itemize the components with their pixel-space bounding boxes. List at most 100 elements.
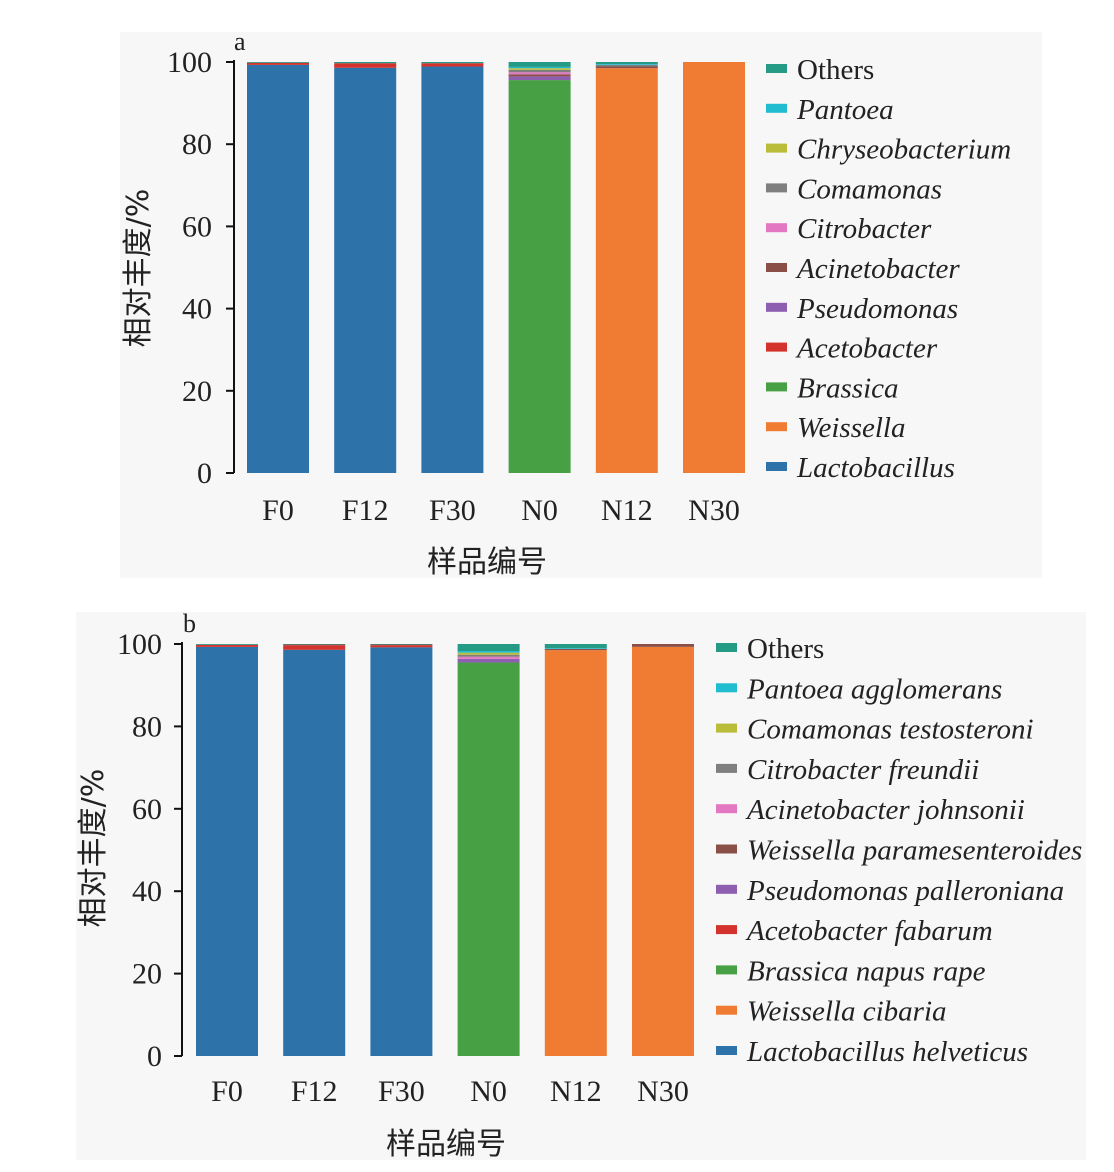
panel-a-x-tick-label: N0 xyxy=(521,494,558,527)
panel-b-bar-segment-N12-10 xyxy=(544,644,607,649)
panel-a-legend-swatch xyxy=(766,223,787,233)
panel-a-y-tick-label: 40 xyxy=(182,293,212,326)
panel-b-bar-segment-N0-9 xyxy=(457,651,520,653)
panel-a: a 相对丰度/% 样品编号 0 20 40 60 80 100 F0 F12 F30 N0 N12… xyxy=(121,27,1011,580)
panel-a-bar-segment-F30-3 xyxy=(421,63,484,67)
panel-a-bar-segment-N0-5 xyxy=(508,74,571,77)
panel-a-legend-swatch xyxy=(766,382,787,392)
panel-a-x-tick-label: N30 xyxy=(688,494,740,527)
panel-a-legend-swatch xyxy=(766,302,787,312)
panel-a-x-tick-label: F12 xyxy=(342,494,389,527)
panel-b-x-tick-label: F0 xyxy=(211,1075,243,1108)
panel-b: b 相对丰度/% 样品编号 0 20 40 60 80 100 F0 F12 F30 N0 N12… xyxy=(76,609,1082,1162)
panel-b-y-tick-label: 100 xyxy=(117,628,162,661)
panel-a-bar-segment-F30-0 xyxy=(421,66,484,473)
panel-a-legend-swatch xyxy=(766,263,787,272)
panel-a-bar-segment-N12-9 xyxy=(595,64,658,65)
panel-b-legend-label: Pantoea agglomerans xyxy=(746,673,1002,705)
panel-b-bar-segment-N0-4 xyxy=(457,658,520,663)
panel-b-bar-segment-F12-10 xyxy=(283,644,346,645)
panel-b-bar-segment-F30-10 xyxy=(370,644,433,645)
panel-a-y-tick-label: 0 xyxy=(197,457,212,490)
panel-b-bar-segment-N12-1 xyxy=(544,650,607,1056)
panel-b-bar-segment-N30-5 xyxy=(632,644,694,647)
panel-b-bar-segment-F12-0 xyxy=(283,649,346,1056)
panel-a-bar-segment-N0-9 xyxy=(508,66,571,69)
panel-b-bar-segment-F12-3 xyxy=(283,645,346,650)
panel-a-legend-label: Pantoea xyxy=(796,94,894,126)
panel-b-legend-swatch xyxy=(716,723,737,733)
panel-a-legend-label: Brassica xyxy=(797,372,899,404)
panel-b-bar-segment-F30-3 xyxy=(370,645,433,648)
panel-a-bar-segment-N0-2 xyxy=(508,80,571,474)
panel-b-bar-segment-N30-1 xyxy=(632,646,694,1056)
panel-b-bar-segment-N0-10 xyxy=(457,644,520,652)
panel-b-legend-swatch xyxy=(716,804,737,814)
panel-b-y-axis-title: 相对丰度/% xyxy=(76,769,111,928)
panel-b-y-tick-label: 60 xyxy=(132,793,162,826)
panel-b-y-tick-label: 20 xyxy=(132,958,162,991)
panel-b-legend-swatch xyxy=(716,925,737,935)
panel-a-bar-segment-N0-7 xyxy=(508,69,571,73)
panel-b-letter: b xyxy=(183,609,196,638)
panel-b-legend-swatch xyxy=(716,643,737,652)
panel-b-legend-swatch xyxy=(716,1046,737,1055)
panel-a-bar-segment-N12-10 xyxy=(595,62,658,65)
panel-b-x-tick-label: N30 xyxy=(637,1075,689,1108)
panel-a-legend-swatch xyxy=(766,422,787,432)
panel-b-y-tick-label: 80 xyxy=(132,710,162,743)
panel-a-bar-segment-N12-7 xyxy=(595,64,658,67)
panel-b-bar-segment-N0-6 xyxy=(457,656,520,659)
panel-a-y-tick-label: 80 xyxy=(182,128,212,161)
panel-a-bar-segment-N30-1 xyxy=(683,62,745,473)
panel-b-legend-label: Lactobacillus helveticus xyxy=(746,1036,1028,1068)
panel-a-legend-swatch xyxy=(766,183,787,193)
panel-a-y-tick-label: 100 xyxy=(167,46,212,79)
panel-b-legend-label: Brassica napus rape xyxy=(747,955,986,987)
panel-a-letter: a xyxy=(234,27,246,56)
panel-b-bar-segment-F0-10 xyxy=(196,644,258,645)
panel-b-legend-label: Others xyxy=(747,633,824,665)
panel-b-bar-segment-F30-0 xyxy=(370,647,433,1056)
panel-b-bar-segment-N0-8 xyxy=(457,652,520,655)
panel-b-x-axis-title: 样品编号 xyxy=(386,1127,506,1162)
panel-b-bar-segment-F0-3 xyxy=(196,644,258,647)
panel-a-x-tick-label: F0 xyxy=(262,494,294,527)
panel-b-legend-label: Citrobacter freundii xyxy=(747,754,979,786)
panel-a-x-axis-title: 样品编号 xyxy=(427,545,547,580)
panel-a-legend-label: Weissella xyxy=(797,412,905,444)
panel-b-legend-swatch xyxy=(716,763,737,773)
panel-b-legend-label: Weissella cibaria xyxy=(747,996,947,1028)
panel-b-legend-swatch xyxy=(716,965,737,975)
panel-a-legend-label: Acetobacter xyxy=(795,333,938,365)
panel-b-legend-label: Comamonas testosteroni xyxy=(747,714,1034,746)
panel-b-bar-segment-N12-9 xyxy=(544,648,607,649)
panel-a-x-tick-label: N12 xyxy=(601,494,653,527)
panel-a-bar-segment-N0-4 xyxy=(508,76,571,81)
panel-a-legend-label: Others xyxy=(797,54,874,86)
panel-b-bar-segment-N12-5 xyxy=(544,648,607,651)
panel-a-legend-label: Chryseobacterium xyxy=(797,134,1011,166)
panel-a-bar-segment-F12-3 xyxy=(334,63,397,68)
panel-a-legend-label: Acinetobacter xyxy=(795,253,960,285)
panel-a-bar-segment-F12-10 xyxy=(334,62,397,64)
panel-b-y-tick-label: 0 xyxy=(147,1040,162,1073)
panel-a-legend-swatch xyxy=(766,64,787,73)
panel-b-legend-swatch xyxy=(716,1005,737,1015)
panel-a-bar-segment-N0-10 xyxy=(508,62,571,67)
panel-a-y-tick-label: 60 xyxy=(182,210,212,243)
panel-b-legend-label: Acinetobacter johnsonii xyxy=(745,794,1025,826)
panel-b-bar-segment-F12-5 xyxy=(283,644,346,646)
panel-a-bar-segment-N0-6 xyxy=(508,72,571,75)
panel-a-legend-swatch xyxy=(766,462,787,471)
panel-a-legend-swatch xyxy=(766,103,787,113)
panel-a-bar-segment-N12-5 xyxy=(595,66,658,69)
panel-b-legend-swatch xyxy=(716,884,737,894)
panel-b-legend-label: Pseudomonas palleroniana xyxy=(746,875,1064,907)
panel-b-legend-label: Weissella paramesenteroides xyxy=(747,835,1082,867)
panel-b-x-tick-label: N0 xyxy=(470,1075,507,1108)
panel-a-legend-label: Pseudomonas xyxy=(796,293,958,325)
panel-b-x-tick-label: F12 xyxy=(291,1075,338,1108)
panel-a-legend-label: Lactobacillus xyxy=(796,452,955,484)
